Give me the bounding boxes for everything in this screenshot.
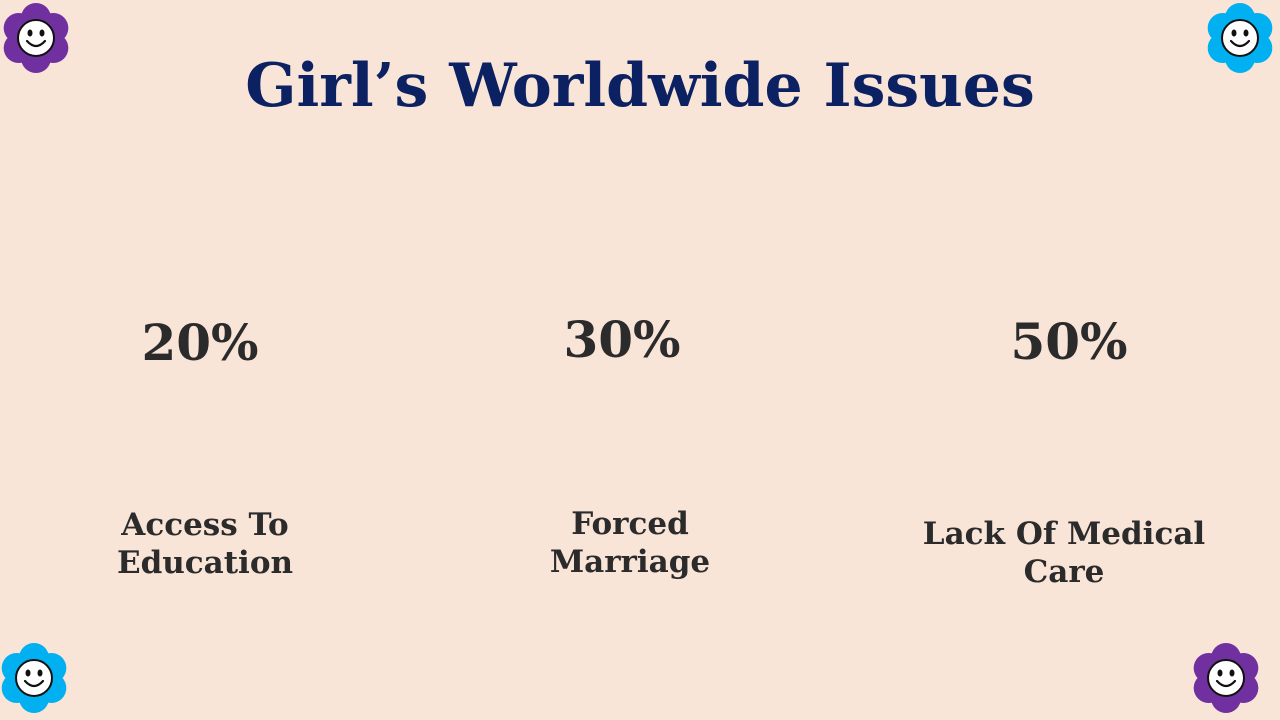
smiley-flower-icon: [1193, 643, 1259, 713]
smiley-flower-icon: [1207, 3, 1273, 73]
smiley-mouth: [25, 39, 47, 48]
issue-label-line2: Marriage: [549, 544, 711, 580]
smiley-mouth: [1215, 679, 1237, 688]
smiley-mouth: [23, 679, 45, 688]
smiley-eye: [37, 669, 43, 677]
smiley-eye: [1217, 669, 1223, 677]
percent-value: 50%: [1010, 312, 1128, 371]
smiley-face: [1221, 19, 1259, 57]
issue-label-line2: Education: [116, 545, 294, 581]
smiley-flower-icon: [1, 643, 67, 713]
smiley-mouth: [1229, 39, 1251, 48]
page-title: Girl’s Worldwide Issues: [245, 51, 1035, 121]
smiley-eye: [39, 29, 45, 37]
smiley-eye: [27, 29, 33, 37]
smiley-eye: [1229, 669, 1235, 677]
ring-progress-arc: [204, 220, 317, 312]
issue-label-line1: Access To: [121, 507, 289, 543]
issue-label-line2: Care: [1023, 554, 1105, 590]
smiley-flower-icon: [3, 3, 69, 73]
smiley-face: [1207, 659, 1245, 697]
smiley-eye: [1231, 29, 1237, 37]
percent-value: 30%: [563, 310, 681, 369]
issue-label-line1: Forced: [571, 506, 689, 542]
smiley-eye: [25, 669, 31, 677]
issue-label-line1: Lack Of Medical: [922, 516, 1206, 552]
smiley-face: [17, 19, 55, 57]
percent-value: 20%: [141, 313, 259, 372]
ring-progress-arc: [628, 221, 747, 377]
smiley-face: [15, 659, 53, 697]
ring-progress-arc: [1067, 217, 1186, 453]
smiley-eye: [1243, 29, 1249, 37]
